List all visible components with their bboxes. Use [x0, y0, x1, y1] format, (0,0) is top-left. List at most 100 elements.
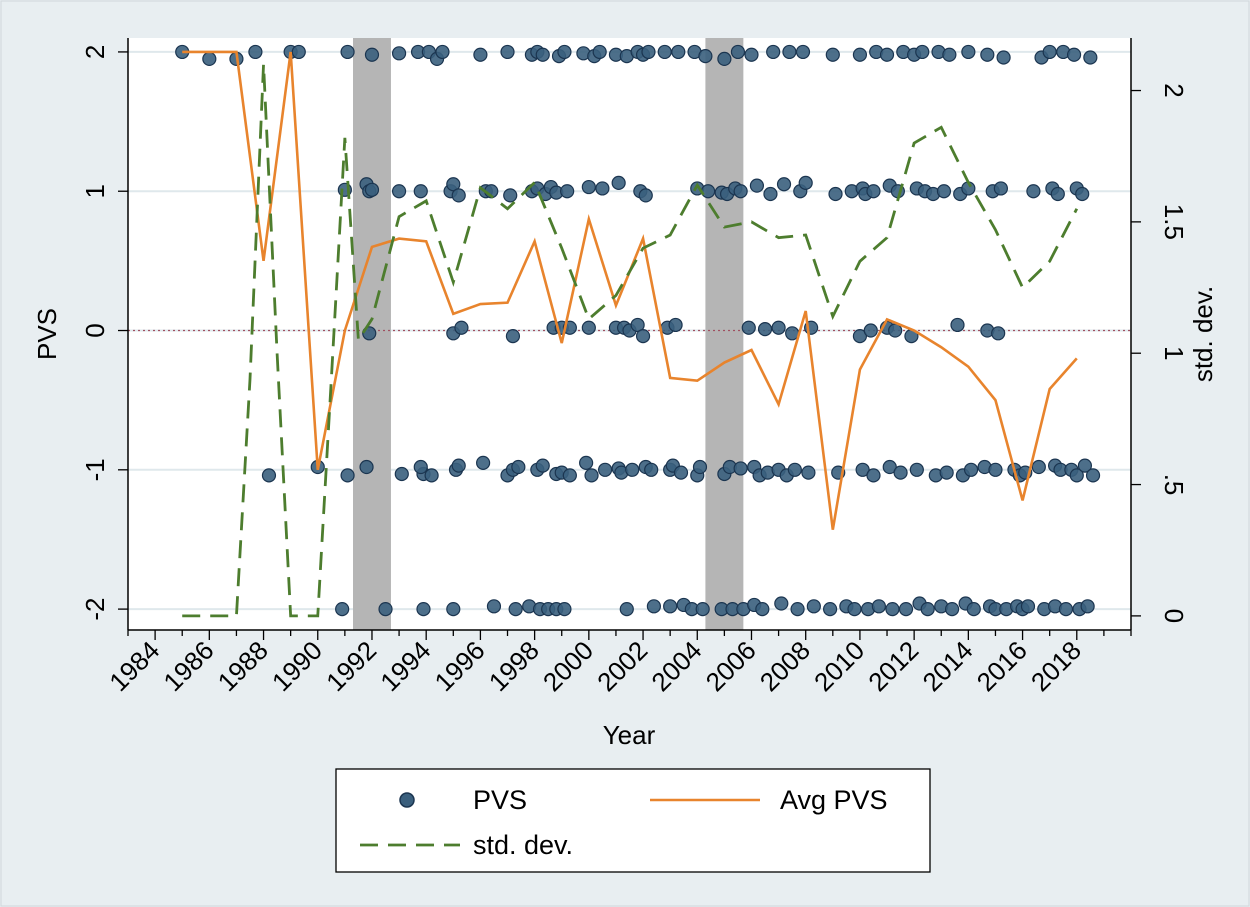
legend-label-pvs: PVS: [473, 785, 527, 815]
data-point: [581, 320, 596, 335]
y2-tick-label: 1: [1159, 346, 1189, 360]
data-point: [435, 44, 450, 60]
data-point: [790, 602, 805, 617]
data-point: [359, 459, 374, 475]
data-point: [476, 455, 491, 470]
legend-box: [335, 768, 931, 873]
data-point: [1083, 50, 1098, 65]
y-axis-ticks: -2 -1 0 1 2: [80, 45, 128, 621]
data-point: [920, 602, 935, 617]
data-point: [1069, 468, 1084, 483]
legend-marker-pvs: [399, 792, 415, 808]
data-point: [1020, 599, 1036, 614]
data-point: [730, 44, 746, 60]
data-point: [741, 320, 756, 335]
y-tick-label: 2: [80, 45, 110, 59]
data-point: [866, 184, 881, 199]
data-point: [980, 47, 995, 62]
data-point: [394, 466, 409, 482]
y2-tick-label: 0: [1159, 609, 1189, 623]
data-point: [1031, 459, 1046, 475]
data-point: [698, 49, 713, 64]
shaded-period: [705, 38, 744, 630]
legend-label-std-dev: std. dev.: [473, 830, 573, 860]
data-point: [866, 468, 881, 483]
std-dev-line: [182, 64, 1079, 618]
data-point: [446, 602, 461, 617]
data-point: [1085, 468, 1101, 483]
data-point: [961, 44, 976, 60]
data-point: [766, 44, 781, 60]
data-point: [581, 179, 596, 195]
data-point: [782, 44, 797, 60]
data-point: [391, 46, 407, 61]
data-point: [988, 462, 1003, 477]
data-point: [424, 468, 439, 483]
data-point: [733, 184, 748, 199]
data-point: [1066, 47, 1082, 62]
data-point: [776, 177, 792, 192]
data-point: [625, 462, 640, 477]
data-point: [657, 44, 672, 60]
data-point: [340, 468, 355, 483]
data-point: [757, 322, 773, 337]
data-point: [852, 47, 868, 62]
data-point: [584, 468, 599, 483]
data-point: [202, 51, 217, 66]
data-point: [673, 465, 689, 480]
data-point: [261, 468, 277, 483]
data-point: [898, 602, 914, 617]
data-point: [535, 47, 550, 62]
data-point: [335, 602, 350, 617]
data-point: [1050, 186, 1065, 202]
data-point: [291, 44, 306, 60]
data-point: [451, 188, 466, 203]
data-point: [806, 599, 821, 614]
data-point: [248, 44, 263, 60]
data-point: [486, 599, 502, 614]
data-point: [391, 184, 407, 199]
data-point: [717, 51, 732, 66]
data-point: [1042, 44, 1057, 60]
data-point: [598, 462, 613, 477]
data-point: [795, 44, 811, 60]
data-point: [416, 602, 431, 617]
data-point: [885, 602, 900, 617]
data-point: [893, 465, 908, 480]
data-point: [557, 602, 572, 617]
data-point: [909, 462, 924, 477]
data-point: [560, 184, 575, 199]
y2-axis-ticks: 0 .5 1 1.5 2: [1131, 83, 1189, 623]
y-tick-label: -1: [80, 458, 110, 481]
data-point: [950, 317, 965, 333]
data-point: [801, 465, 816, 480]
data-point: [763, 186, 778, 202]
data-point: [364, 47, 380, 62]
data-point: [646, 599, 661, 614]
data-point: [825, 47, 840, 62]
data-point: [663, 599, 678, 614]
data-point: [744, 47, 759, 62]
data-point: [503, 188, 518, 203]
data-point: [879, 47, 895, 62]
data-point: [787, 462, 802, 477]
data-point: [915, 44, 930, 60]
legend-label-avg-pvs: Avg PVS: [780, 785, 888, 815]
data-point: [1075, 186, 1090, 202]
data-point: [996, 50, 1011, 65]
data-point: [939, 465, 954, 480]
data-point: [695, 602, 710, 617]
data-point: [635, 328, 651, 344]
y-axis-title: PVS: [32, 308, 62, 360]
data-point: [364, 182, 380, 197]
data-point: [500, 44, 515, 60]
y-tick-label: -2: [80, 598, 110, 621]
data-point: [871, 599, 886, 614]
y-tick-label: 1: [80, 184, 110, 198]
legend: PVS Avg PVS std. dev.: [335, 768, 931, 873]
data-point: [557, 44, 572, 60]
data-point: [749, 178, 765, 193]
data-point: [630, 317, 645, 333]
data-point: [611, 175, 626, 190]
